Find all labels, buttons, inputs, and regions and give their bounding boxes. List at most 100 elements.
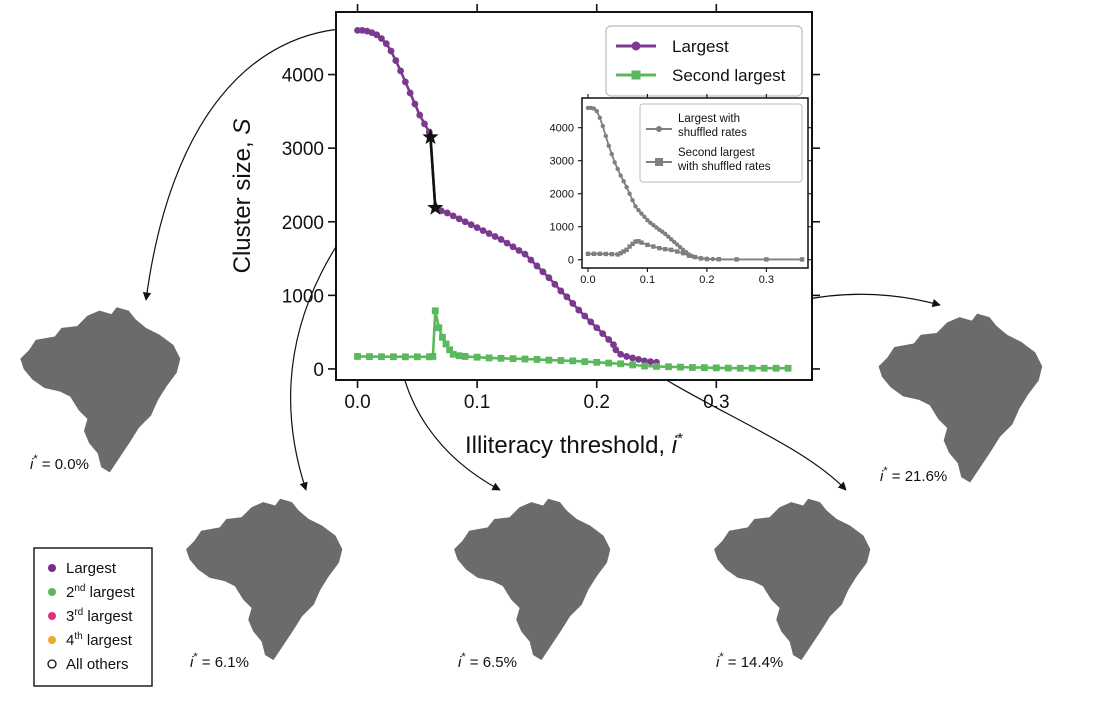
data-point bbox=[674, 249, 680, 254]
data-point bbox=[692, 254, 698, 260]
data-point bbox=[677, 363, 684, 371]
y-tick-label: 0 bbox=[568, 255, 574, 267]
data-point bbox=[653, 362, 660, 370]
data-point bbox=[581, 312, 589, 320]
map-key-entry-third: 3rd largest bbox=[48, 607, 133, 625]
data-point bbox=[378, 353, 385, 361]
series-second-largest bbox=[354, 307, 792, 372]
data-point bbox=[585, 251, 591, 257]
map-caption-1: i* = 6.1% bbox=[190, 651, 249, 671]
data-point bbox=[645, 242, 650, 248]
data-point bbox=[354, 27, 361, 34]
data-point bbox=[491, 233, 499, 240]
data-point bbox=[406, 89, 414, 97]
map-land bbox=[454, 498, 611, 661]
data-point bbox=[594, 109, 600, 114]
transition-star bbox=[422, 128, 439, 144]
data-point bbox=[736, 364, 744, 372]
data-point bbox=[606, 143, 611, 149]
data-point bbox=[515, 247, 523, 254]
map-caption-3: i* = 14.4% bbox=[716, 651, 783, 671]
data-point bbox=[485, 354, 493, 362]
inset-series bbox=[585, 105, 805, 262]
x-tick-label: 0.0 bbox=[344, 392, 370, 413]
data-point bbox=[401, 353, 409, 361]
inset-legend-label-largest-line2: shuffled rates bbox=[678, 127, 747, 139]
data-point bbox=[764, 257, 769, 262]
map-land bbox=[714, 498, 871, 661]
data-point bbox=[645, 217, 650, 223]
data-point bbox=[421, 120, 428, 128]
data-point bbox=[612, 346, 620, 354]
x-tick-label: 0.2 bbox=[699, 274, 714, 286]
data-point bbox=[593, 358, 601, 366]
data-point bbox=[485, 230, 493, 237]
data-point bbox=[617, 360, 625, 368]
inset-legend-label-second-line2: with shuffled rates bbox=[677, 161, 771, 173]
data-point bbox=[633, 204, 638, 209]
brazil-map-3 bbox=[714, 498, 871, 661]
inset-chart: 0.0 0.1 0.2 0.3 0 1000 2000 3000 4000 Largest wi… bbox=[550, 94, 812, 286]
data-point bbox=[563, 293, 571, 301]
inset-legend-entry-largest-shuffled: Largest with shuffled rates bbox=[646, 113, 747, 139]
data-point bbox=[651, 244, 656, 249]
legend-label-largest: Largest bbox=[672, 37, 729, 56]
data-point bbox=[461, 218, 469, 226]
x-tick-label: 0.1 bbox=[464, 392, 490, 413]
data-point bbox=[473, 353, 481, 361]
y-tick-label: 4000 bbox=[282, 66, 324, 87]
data-point bbox=[698, 256, 704, 261]
data-point bbox=[587, 318, 595, 326]
data-point bbox=[700, 364, 708, 372]
data-point bbox=[680, 250, 686, 256]
data-point bbox=[373, 31, 381, 39]
data-point bbox=[651, 222, 656, 228]
data-point bbox=[641, 357, 648, 365]
data-point bbox=[435, 324, 443, 332]
data-point bbox=[629, 361, 637, 369]
legend-marker-square bbox=[631, 70, 641, 80]
brazil-map-2 bbox=[454, 498, 611, 661]
map-key-marker-largest bbox=[48, 564, 56, 572]
data-point bbox=[669, 237, 674, 242]
data-point bbox=[539, 268, 547, 276]
map-key-marker-others bbox=[47, 659, 57, 669]
data-point bbox=[366, 353, 373, 360]
legend-entry-second-largest: Second largest bbox=[616, 66, 786, 85]
data-point bbox=[401, 78, 409, 86]
transition-star bbox=[427, 199, 444, 215]
data-point bbox=[641, 362, 648, 370]
data-point bbox=[636, 239, 641, 244]
data-point bbox=[615, 252, 620, 257]
data-point bbox=[663, 246, 668, 252]
data-point bbox=[461, 353, 469, 360]
data-point bbox=[597, 115, 603, 121]
data-point bbox=[411, 100, 419, 108]
data-point bbox=[354, 353, 361, 360]
data-point bbox=[624, 184, 629, 190]
data-point bbox=[509, 243, 517, 251]
data-point bbox=[799, 257, 805, 262]
data-point bbox=[551, 280, 559, 288]
y-tick-label: 3000 bbox=[550, 156, 574, 168]
data-point bbox=[455, 215, 463, 223]
maps-layer bbox=[20, 307, 1043, 661]
data-point bbox=[609, 251, 614, 257]
data-point bbox=[603, 133, 608, 139]
annotation-arrow bbox=[142, 27, 357, 301]
map-color-key: Largest 2nd largest 3rd largest 4th larg… bbox=[33, 547, 153, 687]
data-point bbox=[716, 257, 721, 262]
data-point bbox=[680, 247, 686, 253]
data-point bbox=[660, 229, 665, 234]
brazil-map-0 bbox=[20, 307, 181, 473]
data-point bbox=[473, 224, 481, 232]
data-point bbox=[630, 241, 635, 247]
data-point bbox=[760, 364, 768, 372]
data-point bbox=[610, 341, 617, 349]
map-key-label-second: 2nd largest bbox=[66, 583, 135, 601]
brazil-map-4 bbox=[878, 313, 1043, 483]
x-tick-label: 0.1 bbox=[640, 274, 655, 286]
data-point bbox=[623, 353, 631, 360]
data-point bbox=[593, 324, 601, 332]
main-series bbox=[354, 27, 792, 372]
